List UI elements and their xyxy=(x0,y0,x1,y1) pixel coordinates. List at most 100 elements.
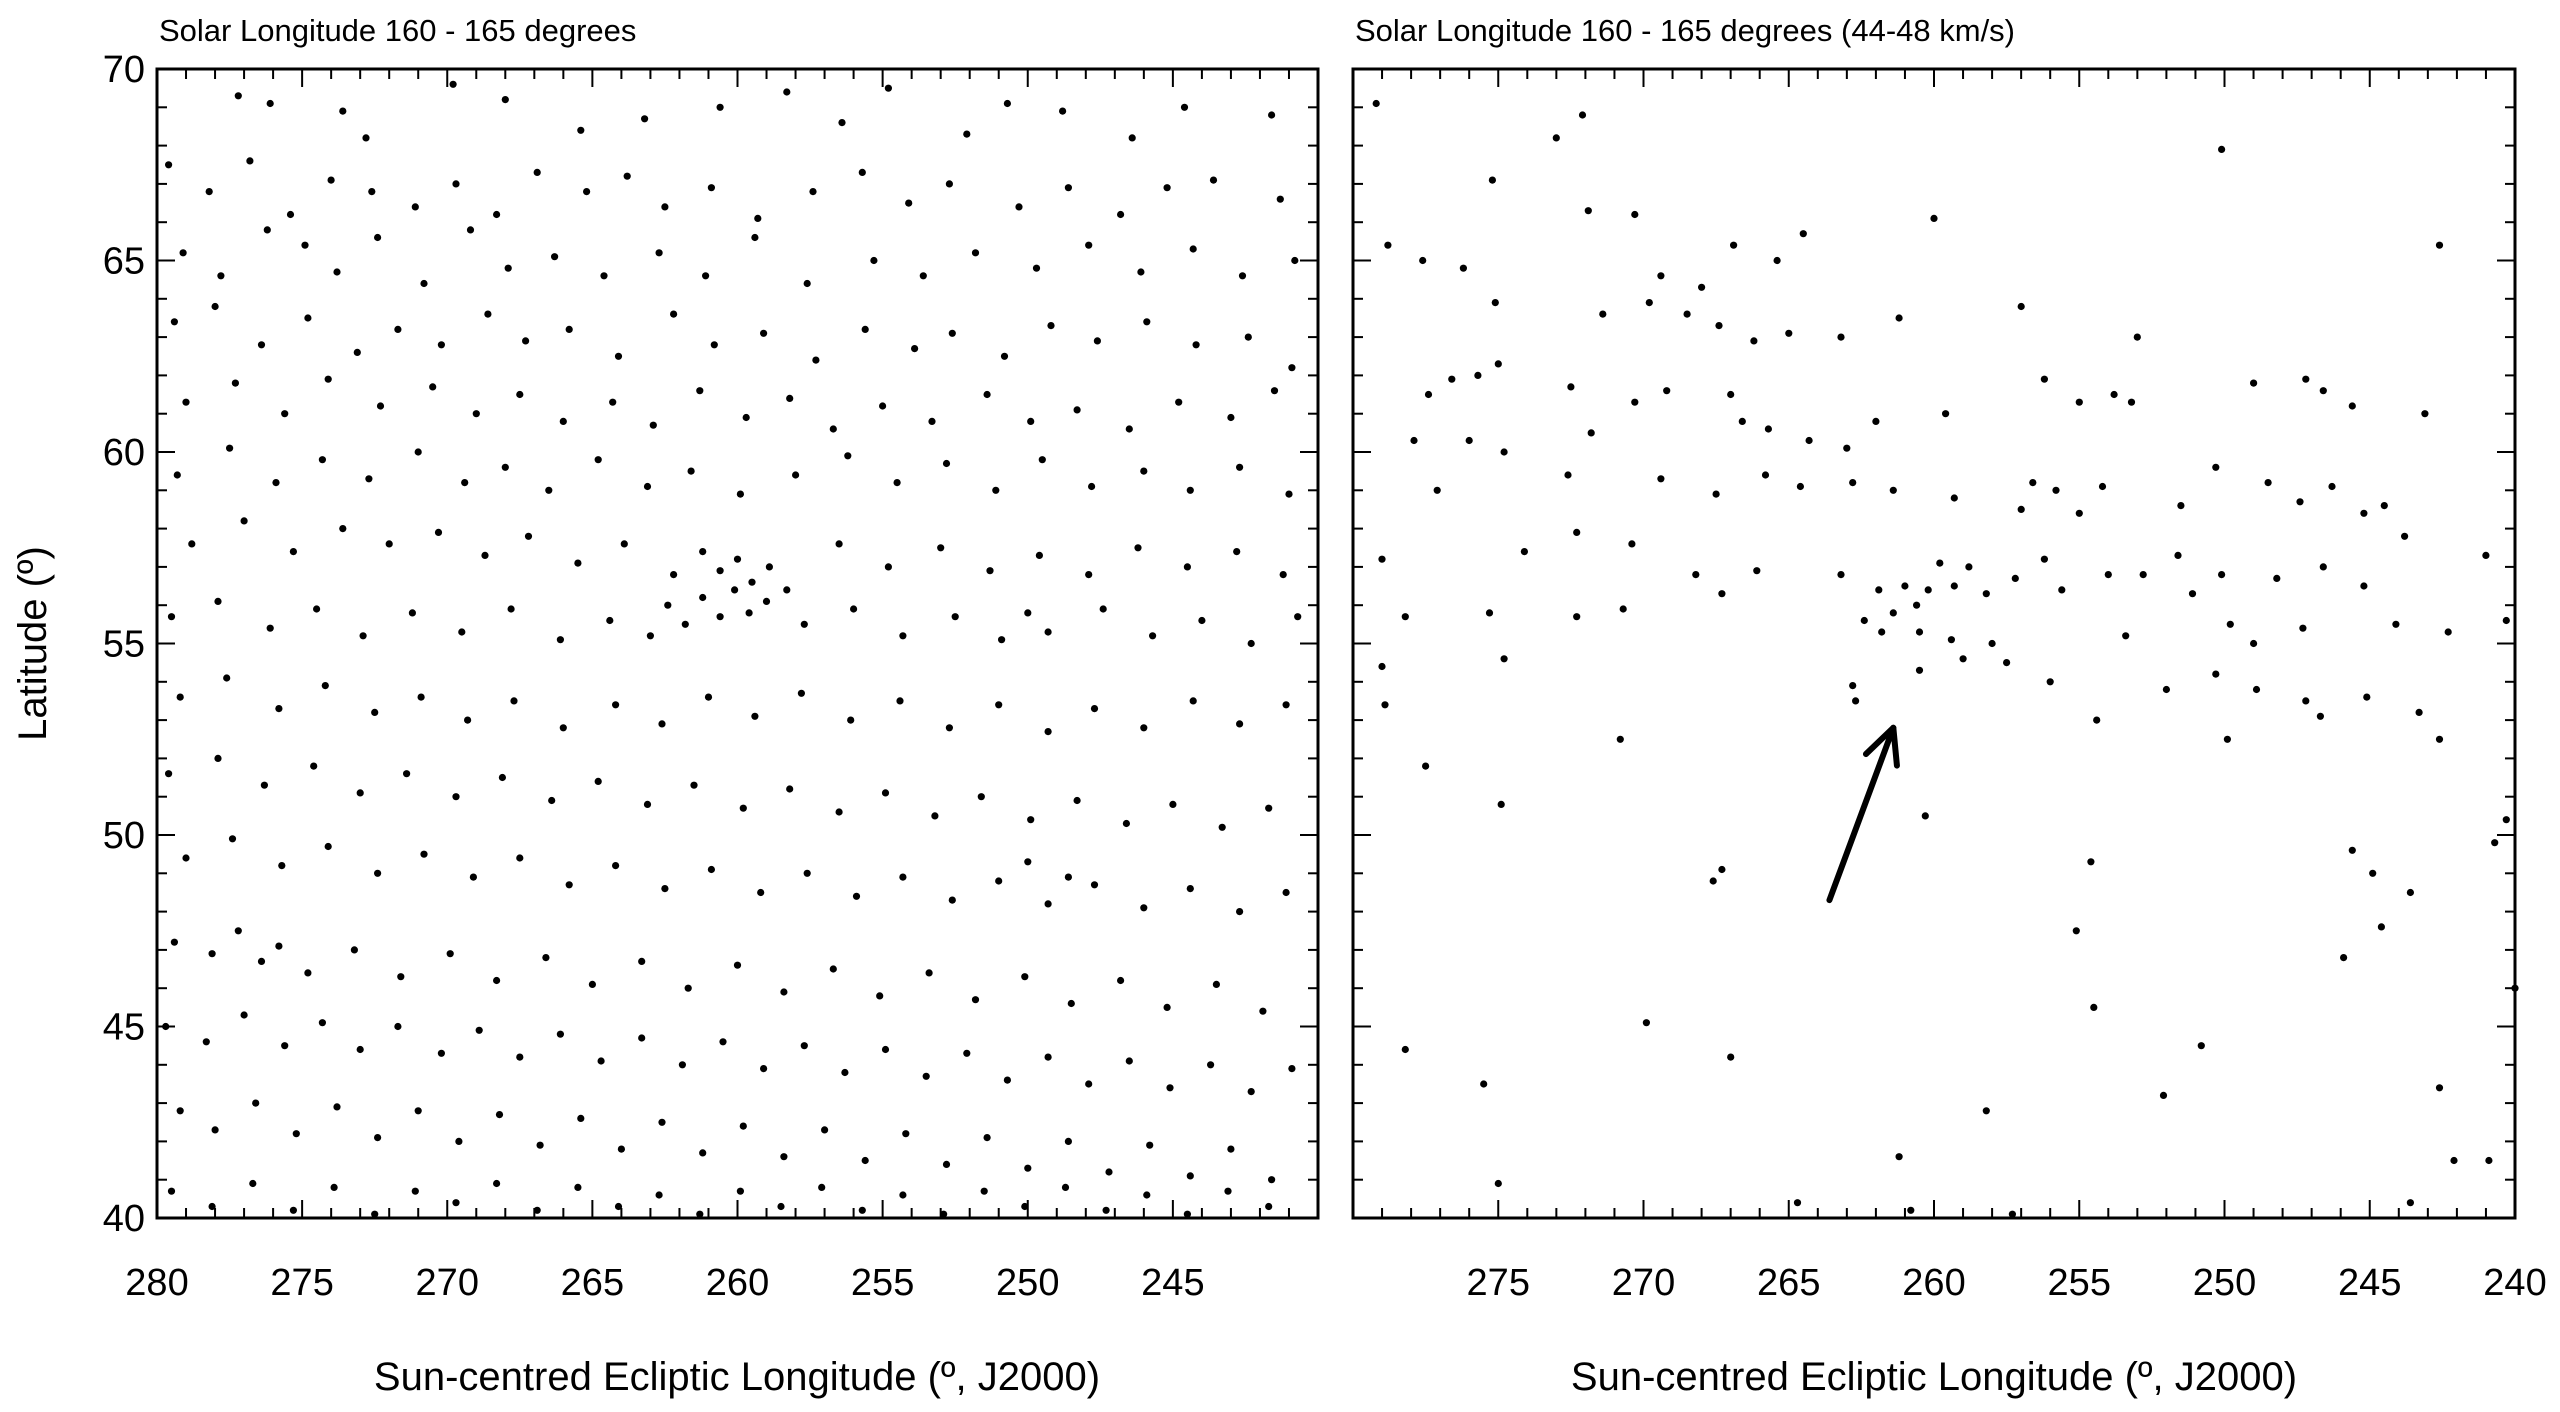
data-point xyxy=(533,1206,541,1214)
data-point xyxy=(2348,402,2356,410)
data-point xyxy=(1294,613,1302,621)
data-point xyxy=(1282,888,1290,897)
data-point xyxy=(1796,482,1804,491)
data-point xyxy=(646,632,655,640)
data-point xyxy=(838,119,846,127)
data-point xyxy=(739,1122,747,1130)
data-point xyxy=(971,249,980,257)
y-tick-label: 50 xyxy=(103,815,145,857)
data-point xyxy=(1619,605,1627,613)
data-point xyxy=(1000,352,1009,360)
data-point xyxy=(893,479,901,487)
data-point xyxy=(696,1210,704,1218)
data-point xyxy=(1163,184,1171,192)
data-point xyxy=(1027,816,1035,824)
right-scatter-panel: Solar Longitude 160 - 165 degrees (44-48… xyxy=(1351,13,2547,1399)
data-point xyxy=(655,249,663,257)
data-point xyxy=(852,892,861,900)
data-point xyxy=(1738,417,1746,425)
data-point xyxy=(1233,548,1241,556)
data-point xyxy=(1021,973,1029,981)
data-point xyxy=(754,214,762,222)
data-point xyxy=(263,226,271,234)
data-point xyxy=(1088,482,1096,491)
data-point xyxy=(2008,1210,2016,1218)
data-point xyxy=(1837,333,1845,341)
data-point xyxy=(495,1111,504,1119)
data-point xyxy=(2127,398,2136,406)
data-point xyxy=(374,1134,382,1142)
data-point xyxy=(2296,498,2304,506)
data-point xyxy=(783,586,791,594)
data-point xyxy=(1901,582,1909,590)
data-point xyxy=(2040,375,2048,383)
data-point xyxy=(800,1042,808,1050)
data-point xyxy=(2328,482,2336,491)
data-point xyxy=(472,410,480,418)
data-point xyxy=(1378,555,1386,563)
data-point xyxy=(504,264,512,272)
data-point xyxy=(1236,908,1244,916)
data-point xyxy=(1268,1176,1276,1184)
annotation-arrow-head xyxy=(1862,724,1900,769)
data-point xyxy=(1849,682,1857,690)
data-point xyxy=(1761,471,1770,479)
data-point xyxy=(2188,590,2197,598)
data-point xyxy=(710,341,718,349)
data-point xyxy=(821,1126,829,1134)
data-point xyxy=(1698,283,1706,291)
data-point xyxy=(661,203,669,211)
x-axis-label: Sun-centred Ecliptic Longitude (º, J2000… xyxy=(1571,1355,2297,1399)
data-point xyxy=(324,842,332,851)
data-point xyxy=(844,452,852,460)
data-point xyxy=(751,233,759,242)
x-tick-label: 260 xyxy=(1902,1262,1965,1304)
data-point xyxy=(681,620,689,628)
annotation-arrow-shaft xyxy=(1826,724,1897,904)
x-tick-label: 265 xyxy=(561,1262,624,1304)
data-point xyxy=(1709,877,1717,885)
data-point xyxy=(176,693,184,701)
data-point xyxy=(1381,701,1389,709)
data-point xyxy=(1003,1076,1012,1084)
data-point xyxy=(687,467,695,475)
data-point xyxy=(1773,256,1781,265)
data-point xyxy=(1143,318,1151,326)
data-point xyxy=(1578,111,1587,119)
data-point xyxy=(1384,241,1392,249)
data-point xyxy=(577,1114,585,1122)
data-point xyxy=(324,375,332,383)
data-point xyxy=(707,184,716,192)
data-point xyxy=(861,325,869,333)
data-point xyxy=(986,567,994,575)
data-point xyxy=(2011,574,2019,583)
data-point xyxy=(1849,479,1857,487)
data-point xyxy=(2090,1003,2098,1012)
data-point xyxy=(1564,471,1572,479)
data-point xyxy=(992,486,1000,494)
data-point xyxy=(574,1183,582,1191)
data-point xyxy=(902,1130,910,1138)
data-point xyxy=(2218,571,2226,579)
data-point xyxy=(374,233,382,242)
data-point xyxy=(577,126,585,134)
data-point xyxy=(2177,502,2185,510)
data-point xyxy=(1727,390,1735,399)
data-point xyxy=(1061,1183,1070,1191)
data-point xyxy=(1924,586,1932,594)
data-point xyxy=(165,770,173,778)
data-point xyxy=(1288,1065,1296,1073)
data-point xyxy=(1099,605,1107,613)
data-point xyxy=(429,383,437,391)
data-point xyxy=(655,1191,663,1199)
data-point xyxy=(716,103,724,111)
data-point xyxy=(1683,310,1691,318)
data-point xyxy=(510,697,518,705)
data-point xyxy=(884,563,893,571)
data-point xyxy=(437,341,445,349)
data-point xyxy=(167,613,176,621)
data-point xyxy=(2133,333,2141,341)
data-point xyxy=(751,712,759,720)
data-point xyxy=(2511,984,2519,992)
